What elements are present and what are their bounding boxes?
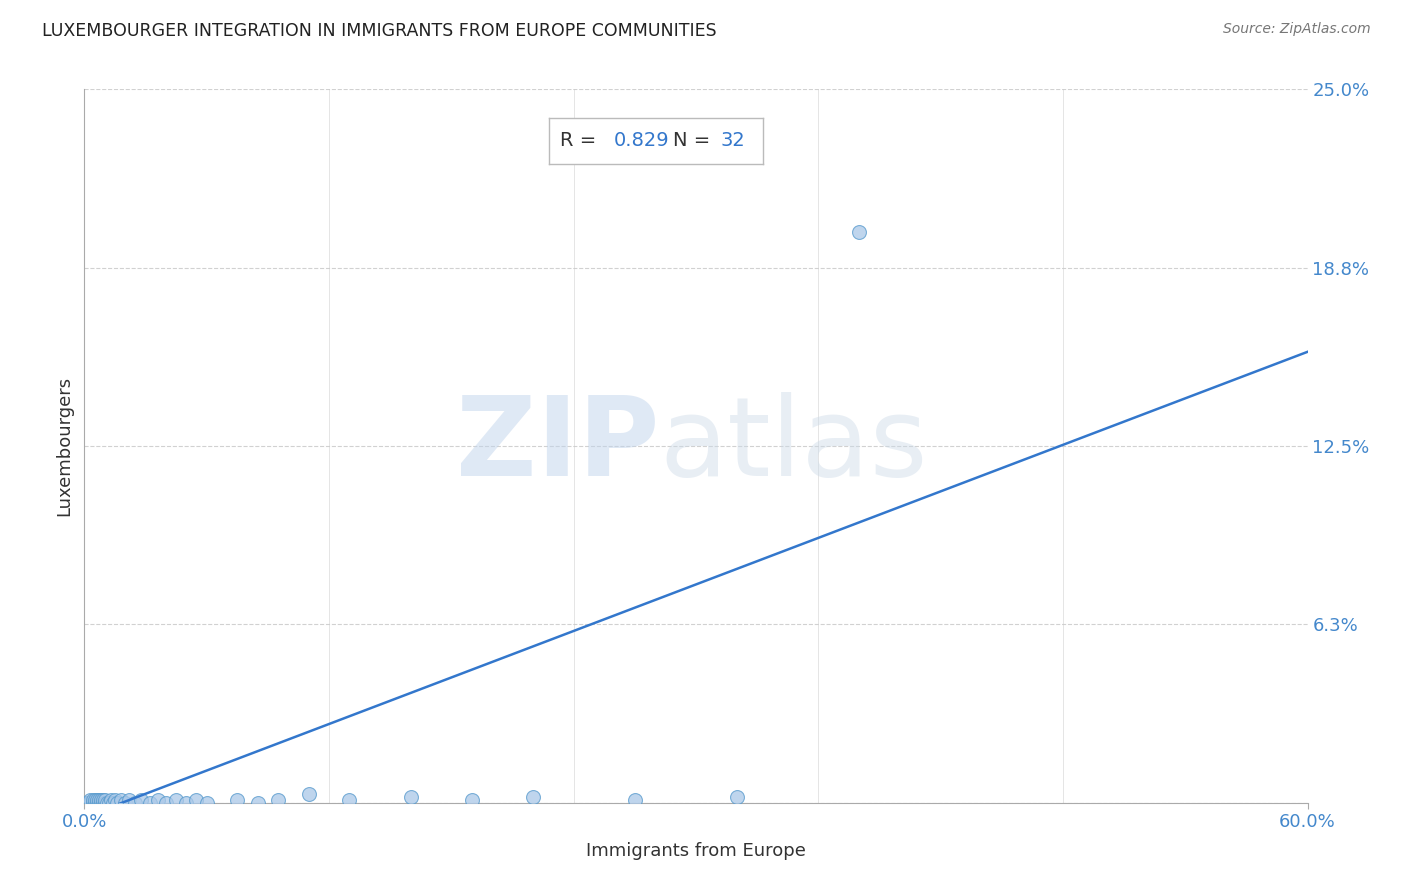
Point [146,793,169,807]
X-axis label: Immigrants from Europe: Immigrants from Europe [586,842,806,860]
Point [79,796,101,810]
Text: LUXEMBOURGER INTEGRATION IN IMMIGRANTS FROM EUROPE COMMUNITIES: LUXEMBOURGER INTEGRATION IN IMMIGRANTS F… [42,22,717,40]
Point [91,793,114,807]
Point [118,793,141,807]
Point [339,793,360,807]
Point [91,796,114,810]
Y-axis label: Luxembourgers: Luxembourgers [55,376,73,516]
Point [86,796,108,810]
Point [93,796,115,810]
Point [155,796,177,810]
Point [246,796,269,810]
Point [399,790,422,805]
Point [131,793,153,807]
Point [114,796,136,810]
Point [97,796,120,810]
Point [90,793,112,807]
Point [87,793,110,807]
Point [104,793,127,807]
Point [848,225,870,239]
Point [105,796,128,810]
Point [86,793,108,807]
Text: ZIP: ZIP [456,392,659,500]
Point [82,793,104,807]
Text: 0.829: 0.829 [613,131,669,151]
Point [79,793,101,807]
Text: Source: ZipAtlas.com: Source: ZipAtlas.com [1223,22,1371,37]
Point [461,793,484,807]
Point [82,796,104,810]
Point [267,793,290,807]
Point [124,796,146,810]
Point [87,796,110,810]
Point [96,796,118,810]
Point [83,793,105,807]
Point [77,796,100,810]
Point [522,790,544,805]
Point [90,796,112,810]
Point [298,787,321,801]
Point [75,796,97,810]
Point [725,790,748,805]
Point [110,793,132,807]
Point [165,793,187,807]
Text: N =: N = [673,131,717,151]
Text: 32: 32 [720,131,745,151]
Point [195,796,218,810]
Point [138,796,160,810]
Point [624,793,647,807]
Text: atlas: atlas [659,392,928,500]
Point [101,796,124,810]
Point [93,793,115,807]
Point [226,793,249,807]
Text: R =: R = [560,131,602,151]
Point [174,796,197,810]
Point [100,793,122,807]
Point [83,796,105,810]
Point [186,793,208,807]
